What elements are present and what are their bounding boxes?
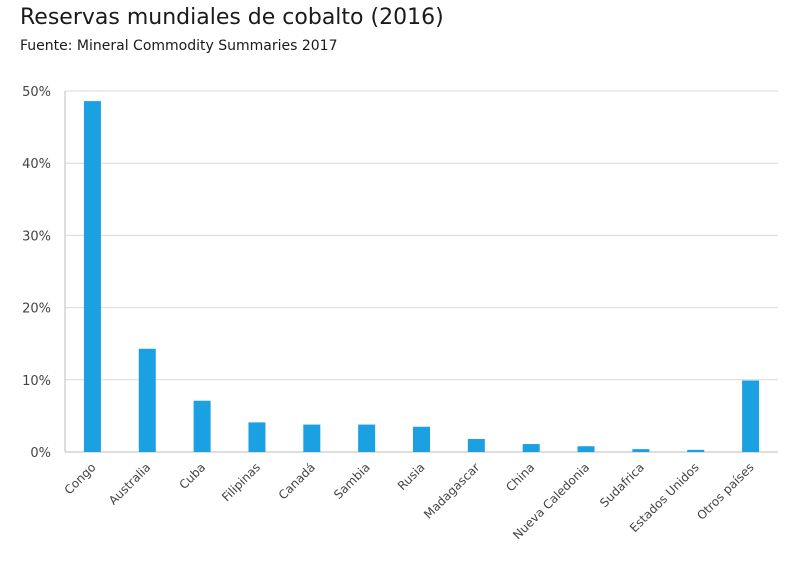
bar	[577, 446, 595, 452]
chart-title: Reservas mundiales de cobalto (2016)	[20, 5, 444, 30]
x-category-label: Madagascar	[421, 460, 482, 521]
x-category-label: Rusia	[395, 460, 428, 493]
x-category-label: Otros países	[694, 460, 757, 523]
y-tick-label: 40%	[22, 157, 51, 172]
bars	[83, 101, 760, 452]
x-category-label: Australia	[106, 460, 153, 507]
y-tick-label: 50%	[22, 85, 51, 100]
x-axis-labels: Congo Australia Cuba Filipinas Canadá Sambia R…	[62, 460, 757, 542]
bar	[413, 426, 430, 452]
bar	[742, 380, 760, 452]
y-axis-ticks: 0% 10% 20% 30% 40% 50%	[22, 85, 51, 461]
y-tick-label: 20%	[22, 302, 51, 317]
x-category-label: Sambia	[331, 460, 373, 502]
x-category-label: Cuba	[176, 460, 208, 492]
bar	[632, 449, 650, 452]
grid-lines	[65, 90, 778, 453]
y-tick-label: 10%	[22, 374, 51, 389]
bar	[83, 101, 101, 452]
x-category-label: Filipinas	[219, 460, 263, 504]
x-category-label: Sudafrica	[597, 460, 647, 510]
x-category-label: Congo	[62, 460, 99, 497]
bar	[138, 348, 156, 452]
bar	[687, 449, 705, 452]
chart-subtitle: Fuente: Mineral Commodity Summaries 2017	[20, 38, 338, 54]
y-tick-label: 30%	[22, 229, 51, 244]
bar	[303, 424, 321, 452]
bar	[522, 444, 540, 452]
bar	[248, 422, 266, 452]
bar	[467, 439, 485, 452]
x-category-label: Canadá	[276, 460, 318, 502]
bar	[358, 424, 376, 452]
y-tick-label: 0%	[30, 446, 51, 461]
bar	[193, 400, 211, 452]
x-category-label: China	[503, 460, 537, 494]
